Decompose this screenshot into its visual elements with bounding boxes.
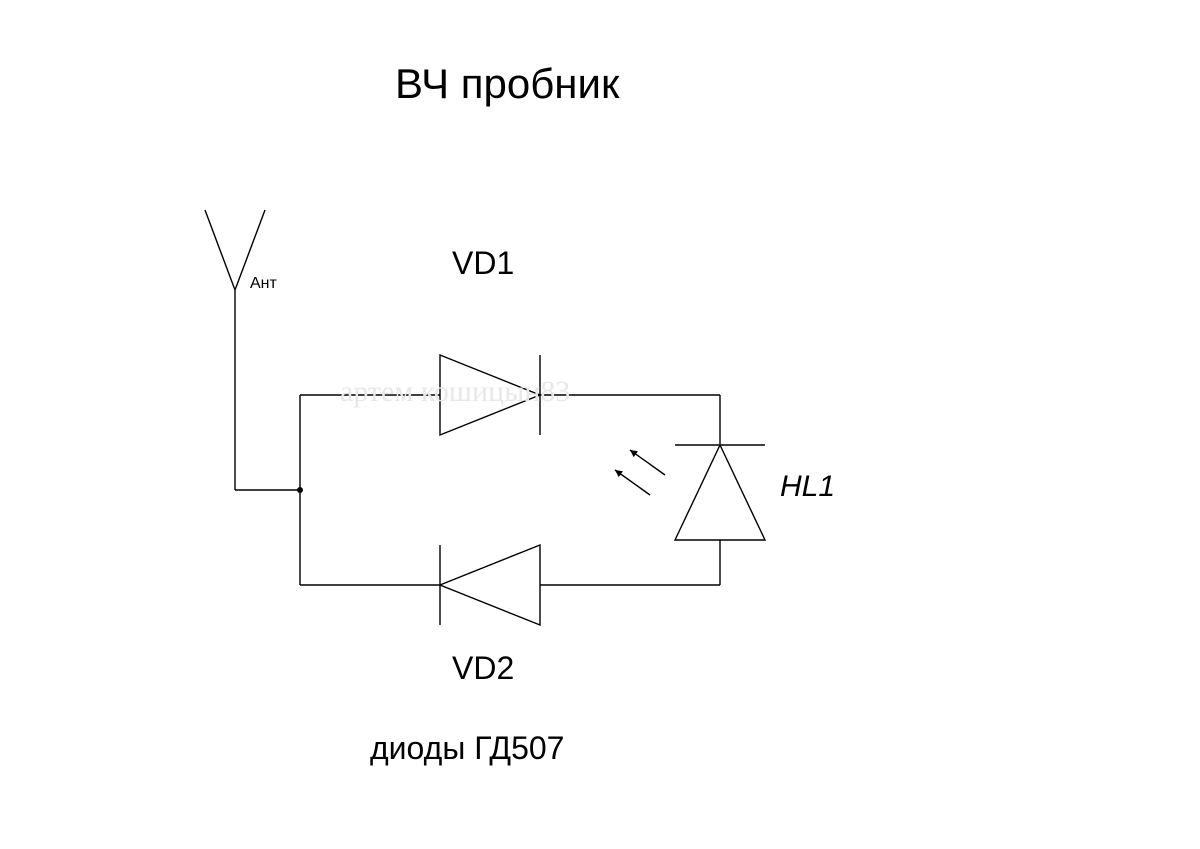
schematic-title: ВЧ пробник: [395, 60, 619, 108]
diode-note: диоды ГД507: [370, 730, 564, 767]
antenna-label: Ант: [250, 275, 277, 293]
hl1-label: HL1: [780, 470, 835, 504]
vd1-label: VD1: [452, 245, 514, 282]
watermark-text: артем кошицын83: [340, 375, 570, 409]
circuit-svg: [0, 0, 1200, 849]
vd2-label: VD2: [452, 650, 514, 687]
